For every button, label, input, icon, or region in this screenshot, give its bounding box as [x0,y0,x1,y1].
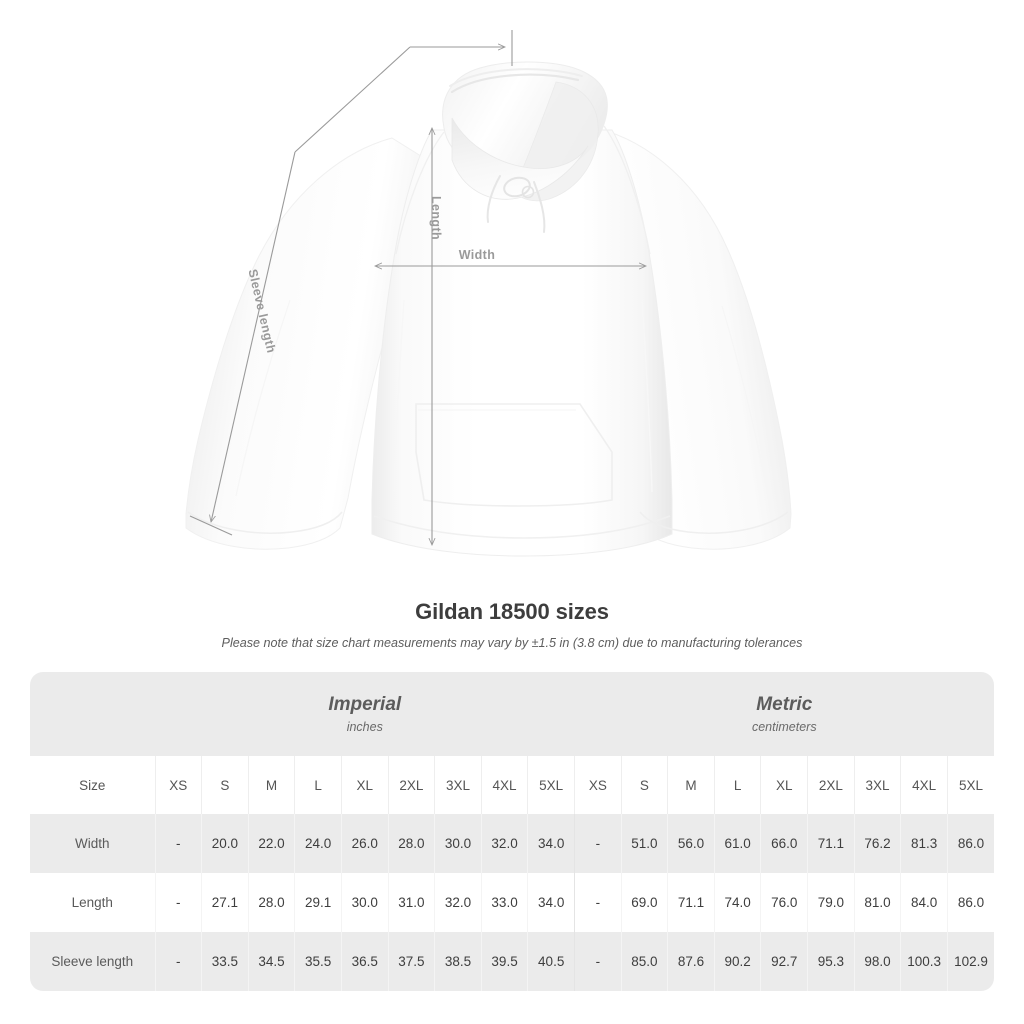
cell-width-metric-3xl: 76.2 [853,814,901,873]
cell-sleeve-length-metric-xs: - [574,932,622,991]
size-chart-table-wrap: Imperial inches Metric centimeters Size XS S M L… [30,672,995,991]
cell-sleeve-length-metric-3xl: 98.0 [853,932,901,991]
cell-sleeve-length-imperial-2xl: 37.5 [387,932,435,991]
unit-name: Imperial [328,693,402,715]
cell-sleeve-length-imperial-4xl: 39.5 [480,932,528,991]
cell-width-metric-xl: 66.0 [760,814,808,873]
size-header-imperial-xs: XS [154,756,202,814]
measurement-annotations [189,30,646,545]
cell-width-imperial-xs: - [154,814,202,873]
cell-sleeve-length-metric-5xl: 102.9 [946,932,995,991]
size-header-metric-m: M [667,756,715,814]
cell-width-imperial-5xl: 34.0 [527,814,575,873]
size-header-metric-s: S [620,756,668,814]
width-label: Width [459,248,496,262]
cell-length-imperial-5xl: 34.0 [527,873,575,932]
size-header-imperial-4xl: 4XL [480,756,528,814]
cell-width-metric-xs: - [574,814,622,873]
size-header-imperial-l: L [294,756,342,814]
size-header-metric-5xl: 5XL [946,756,995,814]
size-header-metric-4xl: 4XL [900,756,948,814]
cell-length-metric-l: 74.0 [713,873,761,932]
size-header-metric-xl: XL [760,756,808,814]
cell-length-metric-2xl: 79.0 [807,873,855,932]
cell-sleeve-length-imperial-3xl: 38.5 [434,932,482,991]
unit-band-spacer [30,672,155,756]
unit-group-metric: Metric centimeters [574,672,995,756]
size-header-imperial-2xl: 2XL [387,756,435,814]
length-label: Length [429,196,443,240]
garment-illustration: Length Width Sleeve length [185,30,792,557]
size-header-label: Size [30,756,155,814]
cell-sleeve-length-imperial-s: 33.5 [201,932,249,991]
cell-sleeve-length-imperial-m: 34.5 [247,932,295,991]
unit-name: Metric [756,693,813,715]
tolerance-note: Please note that size chart measurements… [221,636,803,650]
cell-width-imperial-4xl: 32.0 [480,814,528,873]
size-header-metric-xs: XS [574,756,622,814]
title-block: Gildan 18500 sizes Please note that size… [0,598,1024,651]
row-label-sleeve-length: Sleeve length [30,932,155,991]
cell-sleeve-length-metric-2xl: 95.3 [807,932,855,991]
cell-sleeve-length-imperial-l: 35.5 [294,932,342,991]
cell-width-imperial-m: 22.0 [247,814,295,873]
cell-width-metric-m: 56.0 [667,814,715,873]
table-row: Width -20.0 22.0 24.0 26.0 28.0 30.0 32.0 34.0-5… [30,814,995,873]
cell-sleeve-length-metric-xl: 92.7 [760,932,808,991]
size-chart-table: Imperial inches Metric centimeters Size XS S M L… [30,672,995,991]
cell-length-metric-xl: 76.0 [760,873,808,932]
row-label-width: Width [30,814,155,873]
size-header-imperial-xl: XL [340,756,389,814]
cell-length-imperial-m: 28.0 [247,873,295,932]
size-header-row: Size XS S M L XL 2XL 3XL 4XL 5XL XS S M L XL 2XL 3XL 4XL 5… [30,756,995,814]
size-header-imperial-5xl: 5XL [527,756,575,814]
unit-sub: inches [346,719,383,734]
cell-width-imperial-xl: 26.0 [340,814,389,873]
cell-width-imperial-s: 20.0 [201,814,249,873]
table-row: Length -27.1 28.0 29.1 30.0 31.0 32.0 33.0 34.0-… [30,873,995,932]
cell-width-metric-4xl: 81.3 [900,814,948,873]
row-label-length: Length [30,873,155,932]
cell-sleeve-length-imperial-5xl: 40.5 [527,932,575,991]
cell-length-imperial-3xl: 32.0 [434,873,482,932]
cell-length-metric-4xl: 84.0 [900,873,948,932]
size-header-imperial-m: M [247,756,295,814]
cell-sleeve-length-metric-m: 87.6 [667,932,715,991]
unit-band-row: Imperial inches Metric centimeters [30,672,995,756]
size-header-imperial-s: S [201,756,249,814]
unit-group-imperial: Imperial inches [155,672,575,756]
size-header-metric-3xl: 3XL [853,756,901,814]
page-title: Gildan 18500 sizes [415,599,609,624]
cell-sleeve-length-metric-l: 90.2 [713,932,761,991]
cell-length-metric-m: 71.1 [667,873,715,932]
unit-sub: centimeters [751,719,817,734]
cell-sleeve-length-imperial-xs: - [154,932,202,991]
size-header-metric-2xl: 2XL [807,756,855,814]
cell-length-metric-s: 69.0 [620,873,668,932]
cell-length-imperial-4xl: 33.0 [480,873,528,932]
cell-sleeve-length-metric-4xl: 100.3 [900,932,948,991]
cell-width-metric-l: 61.0 [713,814,761,873]
cell-length-metric-xs: - [574,873,622,932]
cell-length-metric-5xl: 86.0 [946,873,995,932]
cell-length-imperial-s: 27.1 [201,873,249,932]
cell-sleeve-length-metric-s: 85.0 [620,932,668,991]
table-row: Sleeve length -33.5 34.5 35.5 36.5 37.5 38.5 39… [30,932,995,991]
hoodie-graphic [185,61,792,557]
cell-length-metric-3xl: 81.0 [853,873,901,932]
cell-width-metric-5xl: 86.0 [946,814,995,873]
cell-length-imperial-2xl: 31.0 [387,873,435,932]
size-header-imperial-3xl: 3XL [434,756,482,814]
cell-length-imperial-xs: - [154,873,202,932]
size-header-metric-l: L [713,756,761,814]
cell-width-imperial-l: 24.0 [294,814,342,873]
cell-width-metric-s: 51.0 [620,814,668,873]
cell-sleeve-length-imperial-xl: 36.5 [340,932,389,991]
cell-width-metric-2xl: 71.1 [807,814,855,873]
cell-width-imperial-3xl: 30.0 [434,814,482,873]
cell-width-imperial-2xl: 28.0 [387,814,435,873]
cell-length-imperial-xl: 30.0 [340,873,389,932]
cell-length-imperial-l: 29.1 [294,873,342,932]
